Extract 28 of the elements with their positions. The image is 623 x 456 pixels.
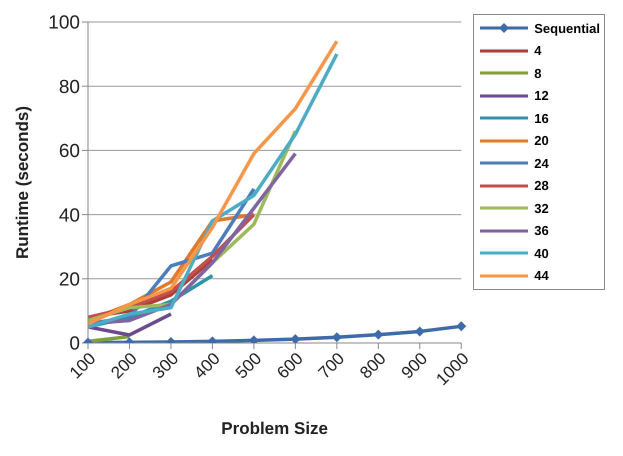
legend-label: 20 — [534, 133, 549, 148]
y-tick-label: 60 — [58, 141, 80, 162]
x-tick-label: 300 — [148, 348, 182, 382]
x-tick-label: 400 — [190, 348, 224, 382]
legend-label: 12 — [534, 88, 549, 104]
y-axis-title: Runtime (seconds) — [13, 106, 32, 260]
y-tick-label: 20 — [58, 270, 80, 291]
x-tick-label: 900 — [398, 348, 432, 382]
y-tick-label: 80 — [58, 76, 80, 98]
y-tick-label: 100 — [48, 12, 80, 34]
legend-label: 28 — [534, 178, 549, 194]
x-tick-label: 600 — [273, 348, 307, 382]
x-tick-label: 200 — [107, 348, 141, 382]
x-tick-label: 500 — [232, 348, 266, 382]
legend-label: 40 — [534, 246, 549, 261]
legend-label: 36 — [534, 223, 549, 238]
y-tick-label: 0 — [69, 334, 80, 355]
legend-label: 24 — [534, 156, 549, 171]
legend-label: 44 — [534, 268, 549, 284]
legend-label: 16 — [534, 110, 549, 126]
legend-label: 8 — [534, 66, 542, 81]
legend-label: Sequential — [534, 20, 600, 36]
x-tick-label: 700 — [314, 348, 348, 382]
x-axis-title: Problem Size — [221, 419, 328, 438]
x-tick-label: 800 — [356, 348, 390, 382]
y-tick-label: 40 — [58, 205, 80, 226]
legend-label: 32 — [534, 200, 549, 216]
legend-label: 4 — [534, 43, 542, 58]
